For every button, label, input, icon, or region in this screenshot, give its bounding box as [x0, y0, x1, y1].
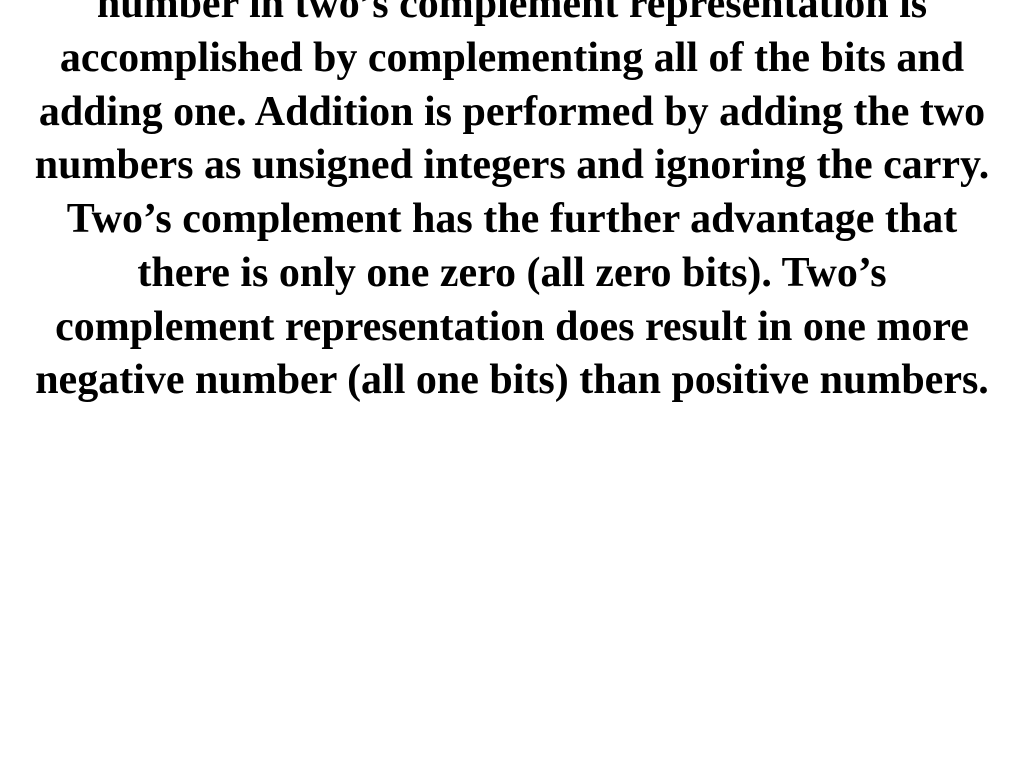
body-paragraph: number in two’s complement representatio… — [32, 0, 992, 408]
page: number in two’s complement representatio… — [0, 0, 1024, 768]
